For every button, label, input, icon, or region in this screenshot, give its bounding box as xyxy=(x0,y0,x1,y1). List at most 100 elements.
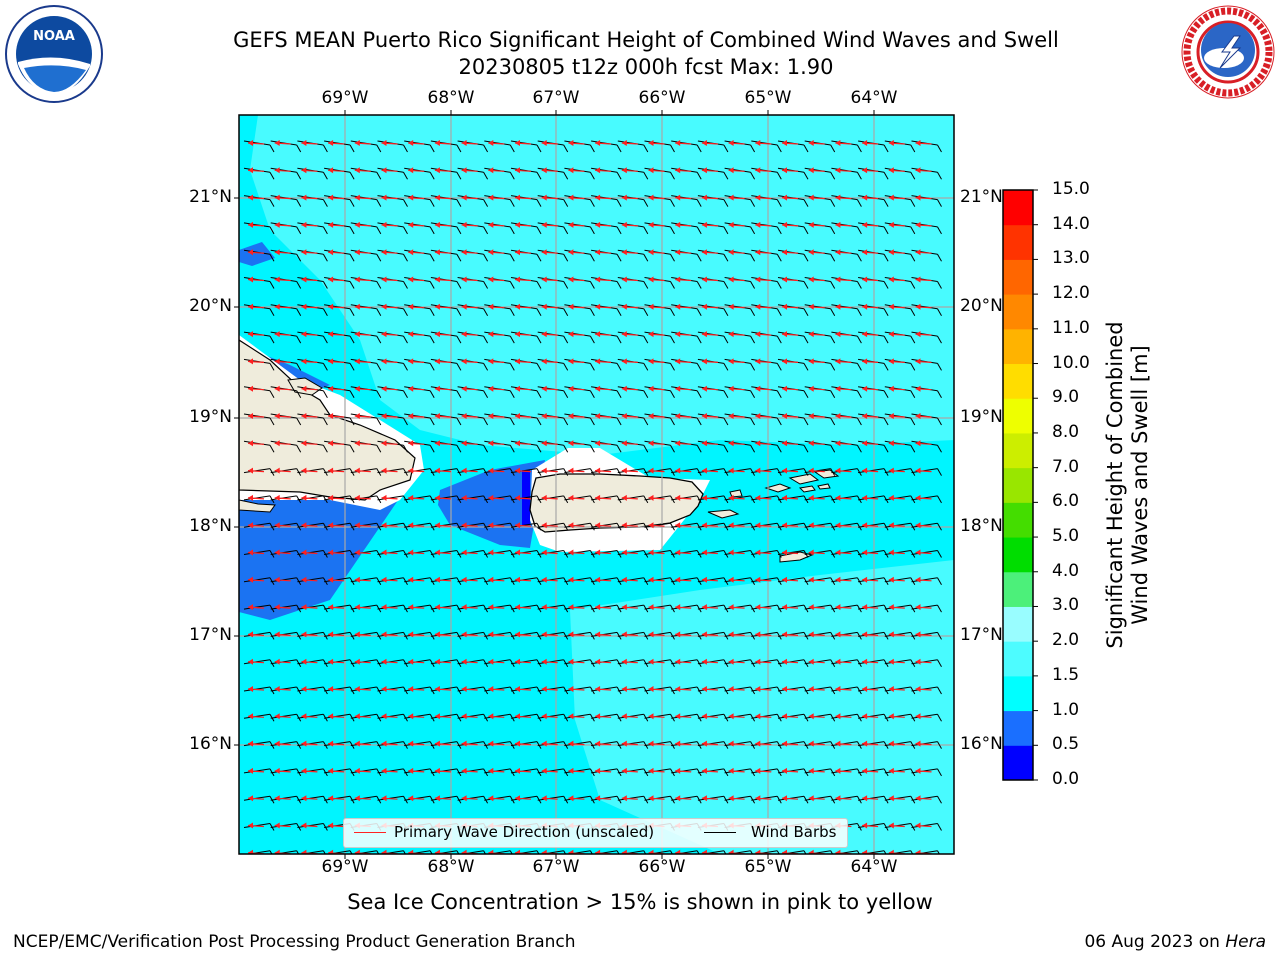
wave-direction-arrowhead xyxy=(888,221,894,228)
wave-direction-arrowhead xyxy=(274,713,280,720)
wave-direction-arrowhead xyxy=(354,140,360,146)
wind-barb-flag xyxy=(429,850,433,854)
wave-direction-arrowhead xyxy=(621,249,627,256)
wind-barb-flag xyxy=(403,417,408,426)
wave-direction-arrowhead xyxy=(408,331,414,338)
wave-direction-arrowhead xyxy=(434,686,440,692)
lat-label-left: 21°N xyxy=(189,187,232,207)
wind-barb-flag xyxy=(563,226,569,235)
wind-barb-flag xyxy=(296,199,302,207)
wave-direction-arrowhead xyxy=(434,167,440,174)
wind-barb-flag xyxy=(937,144,942,153)
wind-barb-flag xyxy=(456,199,462,207)
wave-direction-arrowhead xyxy=(782,658,787,665)
wind-barb-flag xyxy=(536,226,542,235)
wave-direction-arrowhead xyxy=(808,140,814,146)
wave-direction-arrowhead xyxy=(381,358,387,365)
wave-direction-arrowhead xyxy=(888,385,894,392)
wave-direction-arrowhead xyxy=(434,522,440,529)
wind-barb-flag xyxy=(723,850,727,854)
wave-direction-arrowhead xyxy=(461,849,467,854)
wave-direction-arrowhead xyxy=(675,303,681,310)
wave-direction-arrowhead xyxy=(408,549,414,556)
colorbar-segment xyxy=(1003,294,1033,330)
wave-direction-arrowhead xyxy=(515,494,520,501)
wave-direction-arrowhead xyxy=(354,767,360,774)
wave-direction-arrowhead xyxy=(755,276,761,283)
wind-barb-flag xyxy=(643,417,649,426)
colorbar-segment xyxy=(1003,502,1033,538)
wind-barb-flag xyxy=(883,850,887,854)
wave-direction-arrowhead xyxy=(381,494,387,501)
wave-direction-arrowhead xyxy=(515,686,520,692)
wind-barb-flag xyxy=(296,850,300,854)
wind-barb-flag xyxy=(776,390,782,398)
wave-direction-arrowhead xyxy=(835,686,841,692)
wind-barb-flag xyxy=(509,199,515,207)
wave-direction-arrowhead xyxy=(381,276,387,283)
wind-barb-flag xyxy=(296,172,302,180)
wave-direction-arrowhead xyxy=(648,686,654,692)
wave-direction-arrowhead xyxy=(782,331,787,338)
wave-direction-arrowhead xyxy=(808,303,814,310)
wave-direction-arrowhead xyxy=(595,549,601,556)
wave-direction-arrowhead xyxy=(461,385,467,392)
wave-direction-arrowhead xyxy=(434,385,440,392)
wave-direction-arrowhead xyxy=(701,631,707,638)
wind-barb-flag xyxy=(483,390,489,398)
wave-direction-arrowhead xyxy=(808,576,814,583)
wave-direction-arrowhead xyxy=(862,658,868,665)
wave-direction-arrowhead xyxy=(915,358,921,365)
wind-barb-flag xyxy=(536,417,542,426)
wave-direction-arrowhead xyxy=(461,522,467,529)
map-legend: Primary Wave Direction (unscaled) Wind B… xyxy=(343,818,848,848)
wave-direction-arrowhead xyxy=(248,303,253,310)
wave-direction-arrowhead xyxy=(568,604,574,611)
lat-label-left: 18°N xyxy=(189,516,232,536)
wind-barb-flag xyxy=(349,390,355,398)
wind-barb-flag xyxy=(456,253,462,262)
wave-direction-arrowhead xyxy=(461,194,467,201)
wind-barb-flag xyxy=(509,144,515,153)
colorbar-segment xyxy=(1003,432,1033,469)
wind-barb-flag xyxy=(750,172,756,180)
wind-barb-flag xyxy=(322,417,328,426)
wave-direction-arrowhead xyxy=(381,385,387,392)
wave-direction-arrowhead xyxy=(434,740,440,747)
wind-barb-flag xyxy=(456,281,462,289)
wind-barb-flag xyxy=(563,281,569,289)
wind-barb-flag xyxy=(670,226,675,235)
wind-barb-flag xyxy=(403,308,408,317)
wave-direction-arrowhead xyxy=(621,140,627,146)
wave-direction-arrowhead xyxy=(274,194,280,201)
wind-barb-flag xyxy=(856,445,862,453)
colorbar-tick-label: 6.0 xyxy=(1052,491,1080,512)
wind-barb-flag xyxy=(456,445,462,453)
wind-barb-flag xyxy=(429,363,435,371)
wind-barb-flag xyxy=(750,281,756,289)
wave-direction-arrowhead xyxy=(782,522,787,529)
colorbar-segment xyxy=(1003,363,1033,399)
wave-direction-arrowhead xyxy=(808,467,814,474)
wind-barb-flag xyxy=(509,335,515,344)
colorbar-segment xyxy=(1003,467,1033,503)
wind-barb-flag xyxy=(643,253,649,262)
wind-barb-flag xyxy=(589,850,593,854)
wind-barb-flag xyxy=(670,172,675,180)
wave-direction-arrowhead xyxy=(274,658,280,665)
wave-direction-arrowhead xyxy=(568,522,574,529)
wave-direction-arrowhead xyxy=(888,822,894,829)
wave-direction-arrowhead xyxy=(541,249,547,256)
wave-direction-arrowhead xyxy=(621,303,627,310)
wave-direction-arrowhead xyxy=(354,385,360,392)
wave-direction-arrowhead xyxy=(408,740,414,747)
wave-direction-arrowhead xyxy=(274,576,280,583)
wave-direction-arrowhead xyxy=(568,631,574,638)
wave-direction-arrowhead xyxy=(488,167,494,174)
wave-direction-arrowhead xyxy=(782,167,787,174)
wave-direction-arrowhead xyxy=(728,276,734,283)
wind-barb-flag xyxy=(723,335,729,344)
wave-direction-arrowhead xyxy=(835,440,841,447)
wave-direction-arrowhead xyxy=(301,221,307,228)
wave-direction-arrowhead xyxy=(862,331,868,338)
